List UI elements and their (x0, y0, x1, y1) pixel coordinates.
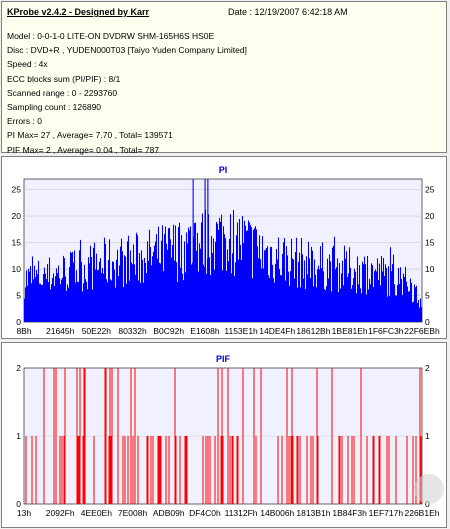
pi-chart: PI 0 0 5 5 10 10 15 15 20 20 25 25 8Bh 21645h 50E22h 803… (12, 165, 440, 336)
y-tick-label-left: 2 (16, 363, 21, 373)
chart-title: PIF (216, 354, 231, 364)
x-tick-label: 1F6FC3h (368, 326, 404, 336)
x-tick-label: ADB09h (153, 508, 185, 518)
x-tick-label: 1B84F3h (332, 508, 367, 518)
x-tick-label: B0C92h (153, 326, 184, 336)
y-tick-label-right: 0 (425, 499, 430, 509)
y-tick-label-right: 1 (425, 431, 430, 441)
disc-line: Disc : DVD+R , YUDEN000T03 [Taiyo Yuden … (7, 45, 247, 56)
x-tick-label: 13h (17, 508, 31, 518)
x-tick-label: E1608h (190, 326, 220, 336)
x-tick-label: 11312Fh (225, 508, 258, 518)
x-tick-label: 14DE4Fh (259, 326, 295, 336)
y-tick-label-right: 2 (425, 363, 430, 373)
y-tick-label-left: 5 (16, 291, 21, 301)
y-tick-label-right: 25 (425, 185, 435, 195)
pi-summary-line: PI Max= 27 , Average= 7.70 , Total= 1395… (7, 130, 173, 141)
y-tick-label-right: 10 (425, 264, 435, 274)
ecc-line: ECC blocks sum (PI/PIF) : 8/1 (7, 73, 121, 84)
x-tick-label: 1813B1h (296, 508, 330, 518)
y-tick-label-right: 20 (425, 211, 435, 221)
info-panel: KProbe v2.4.2 - Designed by Karr Date : … (1, 1, 447, 155)
y-tick-label-left: 25 (12, 185, 22, 195)
scan-date: Date : 12/19/2007 6:42:18 AM (228, 7, 348, 17)
y-tick-label-right: 15 (425, 238, 435, 248)
x-tick-label: 1EF717h (369, 508, 404, 518)
speed-line: Speed : 4x (7, 59, 48, 70)
x-tick-label: 22F6EBh (404, 326, 440, 336)
y-tick-label-left: 1 (16, 431, 21, 441)
y-tick-label-left: 20 (12, 211, 22, 221)
pif-chart: PIF 0 0 1 1 2 2 13h 2092Fh 4EE0Eh 7E008h ADB09h DF4C… (16, 354, 440, 518)
errors-line: Errors : 0 (7, 116, 42, 127)
x-tick-label: 7E008h (118, 508, 148, 518)
x-tick-label: 18612Bh (296, 326, 330, 336)
x-tick-label: 2092Fh (46, 508, 75, 518)
y-tick-label-left: 15 (12, 238, 22, 248)
watermark-logo (414, 474, 444, 504)
y-tick-label-right: 5 (425, 291, 430, 301)
y-tick-label-left: 10 (12, 264, 22, 274)
pif-chart-panel: PIF 0 0 1 1 2 2 13h 2092Fh 4EE0Eh 7E008h ADB09h DF4C… (1, 342, 447, 528)
app-title: KProbe v2.4.2 - Designed by Karr (7, 7, 150, 17)
x-tick-label: DF4C0h (189, 508, 221, 518)
model-line: Model : 0-0-1-0 LITE-ON DVDRW SHM-165H6S… (7, 31, 215, 41)
range-line: Scanned range : 0 - 2293760 (7, 87, 118, 98)
y-tick-label-left: 0 (16, 317, 21, 327)
x-tick-label: 80332h (118, 326, 147, 336)
x-tick-label: 8Bh (16, 326, 31, 336)
pi-chart-panel: PI 0 0 5 5 10 10 15 15 20 20 25 25 8Bh 21645h 50E22h 803… (1, 156, 447, 339)
x-tick-label: 1BE81Eh (332, 326, 368, 336)
x-tick-label: 1153E1h (224, 326, 258, 336)
x-tick-label: 21645h (46, 326, 75, 336)
chart-title: PI (219, 165, 228, 175)
x-tick-label: 14B006h (260, 508, 294, 518)
x-tick-label: 226B1Eh (405, 508, 440, 518)
info-lines: Model : 0-0-1-0 LITE-ON DVDRW SHM-165H6S… (7, 29, 247, 157)
x-tick-label: 50E22h (82, 326, 112, 336)
pif-summary-line: PIF Max= 2 , Average= 0.04 , Total= 787 (7, 144, 160, 155)
y-tick-label-right: 0 (425, 317, 430, 327)
y-tick-label-left: 0 (16, 499, 21, 509)
sampling-line: Sampling count : 126890 (7, 101, 102, 112)
x-tick-label: 4EE0Eh (81, 508, 112, 518)
